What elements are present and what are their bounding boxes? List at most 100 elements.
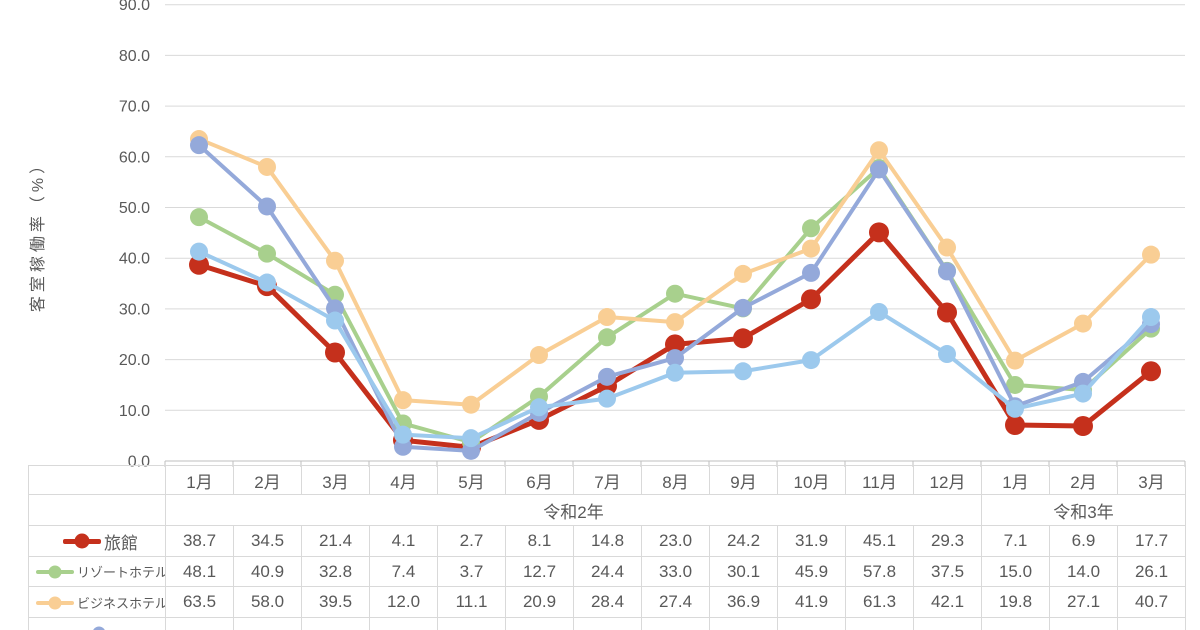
series-marker: [734, 362, 752, 381]
series-marker: [189, 254, 209, 275]
series-marker: [870, 160, 888, 179]
value-cell: 7.1: [981, 525, 1050, 557]
value-cell: 19.8: [981, 586, 1050, 618]
value-cell: 7.4: [369, 556, 438, 587]
series-marker: [394, 425, 412, 444]
legend-key-marker: [48, 565, 62, 579]
value-cell: [505, 617, 574, 630]
y-tick-label: 10.0: [119, 403, 150, 420]
value-cell: 45.9: [777, 556, 846, 587]
series-marker: [598, 367, 616, 386]
series-marker: [462, 441, 480, 460]
value-cell: [709, 617, 778, 630]
series-marker: [733, 328, 753, 349]
y-tick-label: 30.0: [119, 301, 150, 318]
series-marker: [1005, 415, 1025, 436]
value-cell: 12.0: [369, 586, 438, 618]
value-cell: 32.8: [301, 556, 370, 587]
series-marker: [598, 328, 616, 347]
series-marker: [190, 242, 208, 261]
value-cell: 28.4: [573, 586, 642, 618]
value-cell: 41.9: [777, 586, 846, 618]
value-cell: 2.7: [437, 525, 506, 557]
series-marker: [1006, 375, 1024, 394]
legend-cell: ビジネスホテル: [28, 586, 166, 618]
legend-key-line: [36, 565, 74, 579]
series-marker: [666, 349, 684, 368]
series-marker: [938, 262, 956, 281]
value-cell: 14.8: [573, 525, 642, 557]
value-cell: 21.4: [301, 525, 370, 557]
value-cell: 42.1: [913, 586, 982, 618]
value-cell: 40.9: [233, 556, 302, 587]
series-marker: [666, 284, 684, 303]
series-marker: [869, 222, 889, 243]
y-tick-label: 50.0: [119, 200, 150, 217]
series-marker: [665, 334, 685, 355]
y-tick-label: 60.0: [119, 149, 150, 166]
series-marker: [937, 302, 957, 323]
series-marker: [530, 346, 548, 365]
legend-key-marker: [48, 596, 62, 609]
series-marker: [462, 429, 480, 448]
value-cell: [165, 617, 234, 630]
y-tick-label: 90.0: [119, 0, 150, 14]
series-marker: [801, 289, 821, 310]
value-cell: [369, 617, 438, 630]
value-cell: 24.4: [573, 556, 642, 587]
series-marker: [666, 313, 684, 332]
series-marker: [462, 395, 480, 414]
series-marker: [802, 219, 820, 238]
value-cell: 29.3: [913, 525, 982, 557]
legend-key-marker: [92, 626, 106, 630]
occupancy-line-chart: 0.010.020.030.040.050.060.070.080.090.0: [119, 0, 1186, 471]
value-cell: 17.7: [1117, 525, 1186, 557]
value-cell: 61.3: [845, 586, 914, 618]
value-cell: 12.7: [505, 556, 574, 587]
value-cell: 38.7: [165, 525, 234, 557]
month-header-cell: 1月: [165, 465, 234, 495]
series-marker: [802, 239, 820, 258]
series-marker: [734, 264, 752, 283]
month-header-cell: 8月: [641, 465, 710, 495]
value-cell: 34.5: [233, 525, 302, 557]
series-marker: [326, 311, 344, 330]
y-tick-label: 80.0: [119, 48, 150, 65]
month-header-cell: 11月: [845, 465, 914, 495]
value-cell: 57.8: [845, 556, 914, 587]
series-marker: [1142, 308, 1160, 327]
month-header-cell: 3月: [301, 465, 370, 495]
value-cell: 58.0: [233, 586, 302, 618]
series-marker: [326, 251, 344, 270]
legend-label: リゾートホテル: [77, 565, 166, 581]
series-marker: [802, 351, 820, 370]
series-marker: [598, 308, 616, 327]
month-header-cell: 3月: [1117, 465, 1186, 495]
series-marker: [190, 136, 208, 155]
series-marker: [1074, 314, 1092, 333]
y-axis-title: 客室稼働率（%）: [30, 153, 47, 313]
series-marker: [1006, 351, 1024, 370]
value-cell: 14.0: [1049, 556, 1118, 587]
series-marker: [258, 157, 276, 176]
value-cell: 6.9: [1049, 525, 1118, 557]
y-tick-label: 70.0: [119, 99, 150, 116]
month-header-cell: 2月: [1049, 465, 1118, 495]
month-header-cell: 1月: [981, 465, 1050, 495]
month-header-cell: 4月: [369, 465, 438, 495]
legend-key-marker: [74, 533, 90, 549]
value-cell: 23.0: [641, 525, 710, 557]
series-marker: [1073, 416, 1093, 437]
value-cell: 15.0: [981, 556, 1050, 587]
series-marker: [394, 391, 412, 410]
legend-cell: 旅館: [28, 525, 166, 557]
series-marker: [666, 363, 684, 382]
value-cell: 48.1: [165, 556, 234, 587]
series-marker: [1074, 384, 1092, 403]
data-table: 1月 2月 3月 4月 5月 6月 7月 8月 9月 10月 11月 12月 1月 2月 3月 令和2年 令和3…: [28, 465, 1186, 630]
month-header-cell: 9月: [709, 465, 778, 495]
value-cell: 8.1: [505, 525, 574, 557]
value-cell: [981, 617, 1050, 630]
legend-label: ビジネスホテル: [77, 596, 166, 611]
